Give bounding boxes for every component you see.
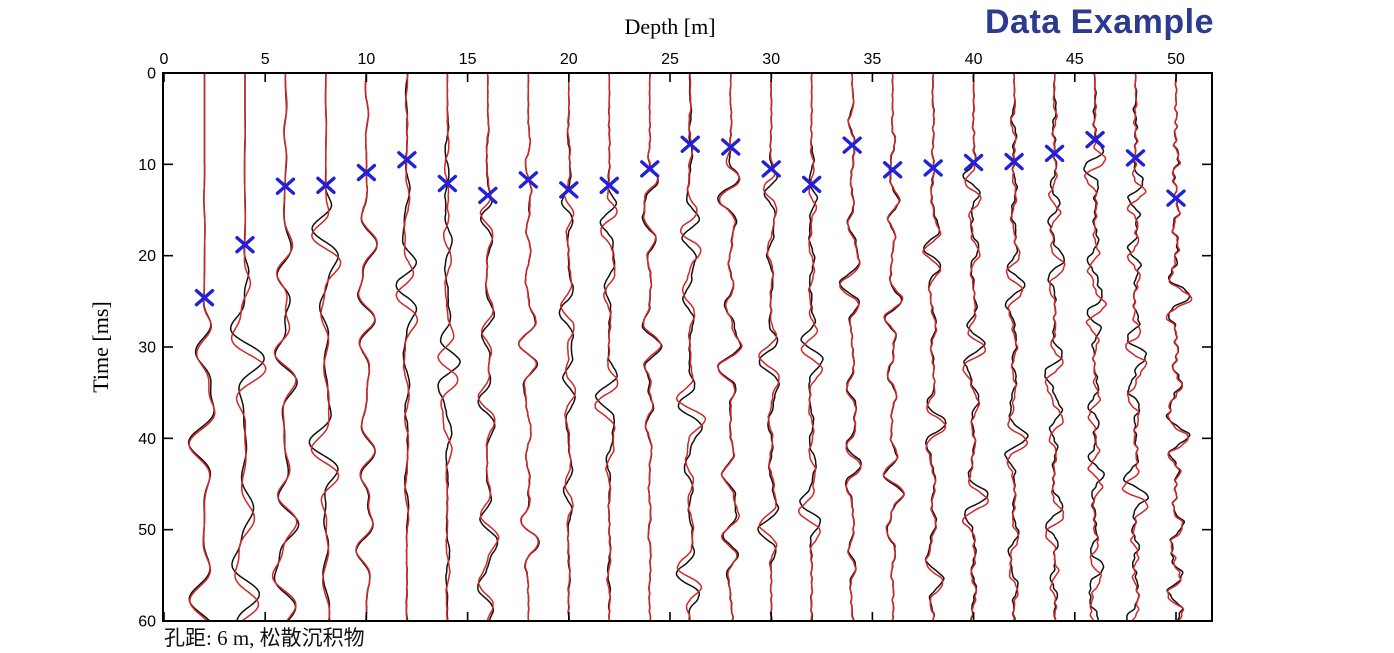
seismic-trace-red	[271, 74, 298, 620]
pick-marker	[842, 136, 862, 154]
pick-marker	[1044, 144, 1065, 163]
seismic-trace-red	[355, 74, 378, 620]
seismic-trace-black	[641, 74, 663, 620]
seismic-trace-black	[308, 74, 339, 620]
seismic-trace-red	[758, 74, 780, 620]
x-tick-label: 45	[1066, 51, 1084, 68]
pick-marker	[478, 186, 498, 205]
seismic-trace-black	[838, 74, 862, 620]
y-tick-label: 30	[138, 340, 156, 357]
x-axis-title: Depth [m]	[624, 14, 716, 39]
seismic-trace-black	[923, 74, 947, 620]
seismic-trace-black	[1083, 74, 1105, 620]
pick-marker	[640, 160, 660, 178]
y-tick-label: 0	[147, 66, 156, 83]
figure-title: Data Example	[985, 3, 1214, 41]
x-tick-label: 10	[358, 51, 376, 68]
seismic-trace-red	[559, 74, 577, 620]
seismic-trace-red	[477, 74, 500, 620]
pick-marker	[437, 174, 458, 193]
x-tick-label: 0	[160, 51, 169, 68]
seismic-trace-red	[922, 74, 947, 620]
seismic-trace-red	[1165, 74, 1193, 620]
seismic-trace-red	[395, 74, 419, 620]
seismic-trace-red	[798, 74, 823, 620]
seismic-trace-red	[717, 74, 743, 620]
pick-marker	[963, 153, 984, 172]
x-tick-label: 25	[661, 51, 679, 68]
pick-marker	[761, 160, 781, 178]
x-tick-label: 35	[864, 51, 882, 68]
seismic-trace-red	[1044, 74, 1066, 620]
x-tick-label: 5	[261, 51, 270, 68]
seismic-trace-black	[1122, 74, 1149, 620]
y-tick-label: 60	[138, 614, 156, 631]
pick-marker	[882, 161, 903, 179]
pick-marker	[1085, 130, 1105, 149]
pick-marker	[1166, 189, 1186, 207]
pick-marker	[599, 176, 619, 195]
pick-marker	[721, 138, 741, 156]
seismic-trace-black	[437, 74, 461, 620]
trace-group	[187, 74, 1193, 620]
x-tick-label: 40	[965, 51, 983, 68]
pick-marker	[235, 236, 255, 254]
seismic-trace-red	[517, 74, 539, 620]
pick-marker	[559, 181, 579, 199]
pick-marker	[680, 135, 700, 153]
x-tick-label: 15	[459, 51, 477, 68]
seismic-trace-black	[187, 74, 215, 620]
pick-marker	[316, 176, 336, 195]
pick-marker	[356, 163, 377, 182]
seismic-trace-red	[839, 74, 862, 620]
figure-caption: 孔距: 6 m, 松散沉积物	[164, 626, 365, 650]
seismic-trace-black	[229, 74, 265, 620]
seismic-trace-black	[757, 74, 780, 620]
seismic-trace-red	[1083, 74, 1108, 620]
seismic-trace-black	[594, 74, 618, 620]
seismic-trace-red	[230, 74, 267, 620]
x-tick-label: 20	[560, 51, 578, 68]
seismic-trace-black	[518, 74, 540, 620]
seismic-trace-red	[594, 74, 619, 620]
pick-marker	[275, 177, 296, 195]
seismic-trace-red	[675, 74, 707, 620]
y-tick-label: 50	[138, 522, 156, 539]
pick-marker	[518, 171, 539, 189]
pick-marker	[397, 151, 417, 169]
seismic-trace-red	[1005, 74, 1029, 620]
pick-marker	[923, 159, 943, 177]
seismic-trace-red	[882, 74, 905, 620]
pick-marker	[801, 175, 822, 194]
seismic-trace-red	[1121, 74, 1149, 620]
seismic-trace-red	[310, 74, 342, 620]
seismic-trace-red	[642, 74, 662, 620]
seismic-trace-red	[437, 74, 459, 620]
pick-marker	[1004, 152, 1024, 171]
plot-border	[162, 72, 1213, 622]
x-tick-label: 30	[762, 51, 780, 68]
x-tick-label: 50	[1167, 51, 1185, 68]
pick-marker	[194, 288, 215, 307]
pick-marker	[1125, 149, 1146, 167]
seismic-trace-red	[188, 74, 216, 620]
y-tick-label: 10	[138, 157, 156, 174]
y-tick-label: 40	[138, 431, 156, 448]
y-tick-label: 20	[138, 248, 156, 265]
seismic-trace-black	[717, 74, 742, 620]
